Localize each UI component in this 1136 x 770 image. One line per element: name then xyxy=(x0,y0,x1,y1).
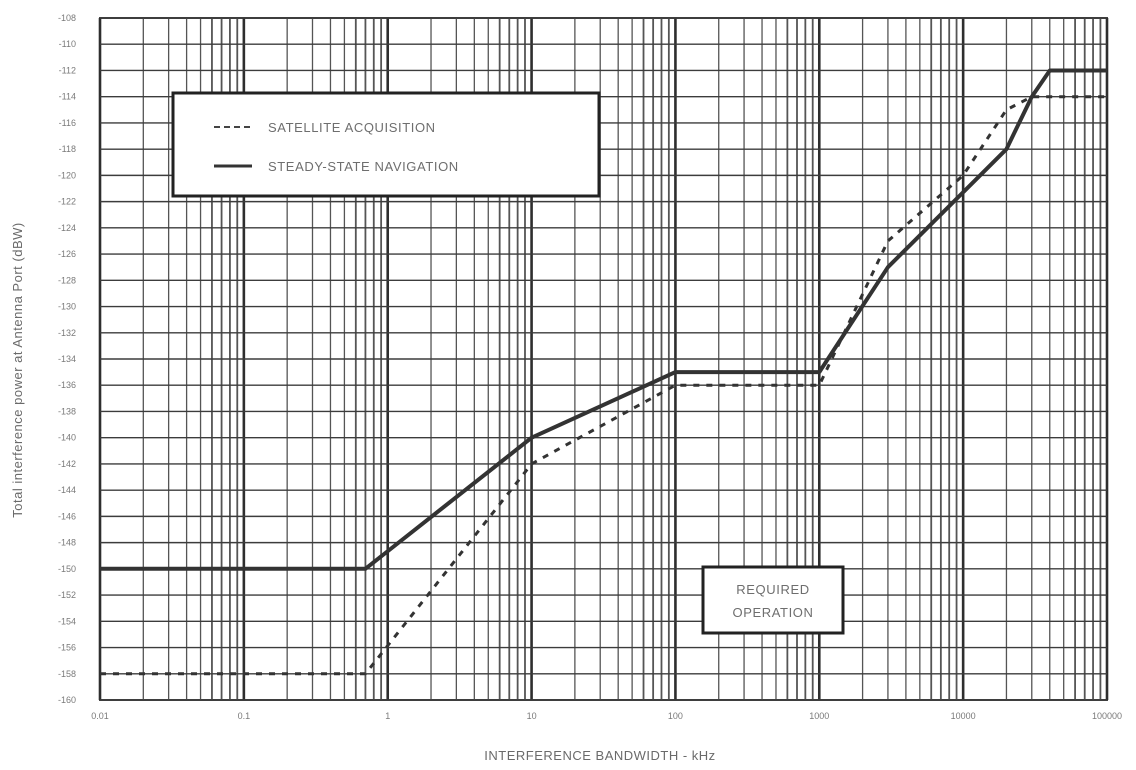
y-tick-label: -108 xyxy=(58,13,76,23)
y-tick-label: -134 xyxy=(58,354,76,364)
y-tick-label: -146 xyxy=(58,511,76,521)
legend-box xyxy=(171,91,601,198)
x-tick-label: 100000 xyxy=(1092,711,1122,721)
y-tick-label: -154 xyxy=(58,616,76,626)
y-tick-label: -156 xyxy=(58,643,76,653)
annotation-line-2: OPERATION xyxy=(732,605,813,620)
y-tick-label: -144 xyxy=(58,485,76,495)
series-line-steady-state-navigation xyxy=(100,68,1107,571)
x-tick-label: 10000 xyxy=(951,711,976,721)
y-tick-label: -118 xyxy=(59,144,76,154)
x-axis-title: INTERFERENCE BANDWIDTH - kHz xyxy=(484,748,715,763)
plot-series xyxy=(100,68,1107,676)
y-tick-label: -126 xyxy=(58,249,76,259)
legend-label-acquisition: SATELLITE ACQUISITION xyxy=(268,120,436,135)
y-tick-label: -130 xyxy=(58,302,76,312)
y-tick-label: -120 xyxy=(58,170,76,180)
y-tick-label: -138 xyxy=(58,406,76,416)
x-tick-label: 1000 xyxy=(809,711,829,721)
tick-labels: 0.01 0.1 1 10 100 1000 10000 100000 -108 -110 -112… xyxy=(58,13,1122,721)
x-tick-label: 0.01 xyxy=(91,711,109,721)
y-tick-label: -152 xyxy=(58,590,76,600)
y-tick-label: -136 xyxy=(58,380,76,390)
y-tick-label: -110 xyxy=(59,39,76,49)
y-axis-title: Total interference power at Antenna Port… xyxy=(10,222,25,517)
legend: SATELLITE ACQUISITION STEADY-STATE NAVIG… xyxy=(171,91,601,198)
x-tick-label: 0.1 xyxy=(238,711,251,721)
legend-label-navigation: STEADY-STATE NAVIGATION xyxy=(268,159,459,174)
y-tick-label: -114 xyxy=(59,92,76,102)
y-tick-label: -112 xyxy=(59,65,76,75)
y-tick-label: -128 xyxy=(58,275,76,285)
y-tick-label: -160 xyxy=(58,695,76,705)
x-tick-label: 10 xyxy=(527,711,537,721)
y-tick-label: -150 xyxy=(58,564,76,574)
required-operation-label: REQUIRED OPERATION xyxy=(701,565,845,635)
annotation-box xyxy=(701,565,845,635)
annotation-line-1: REQUIRED xyxy=(736,582,809,597)
y-tick-label: -148 xyxy=(58,538,76,548)
y-tick-label: -122 xyxy=(58,197,76,207)
x-tick-label: 1 xyxy=(385,711,390,721)
y-tick-label: -116 xyxy=(59,118,76,128)
y-tick-label: -124 xyxy=(58,223,76,233)
x-tick-label: 100 xyxy=(668,711,683,721)
y-tick-label: -142 xyxy=(58,459,76,469)
y-tick-label: -140 xyxy=(58,433,76,443)
y-tick-label: -132 xyxy=(58,328,76,338)
y-tick-label: -158 xyxy=(58,669,76,679)
